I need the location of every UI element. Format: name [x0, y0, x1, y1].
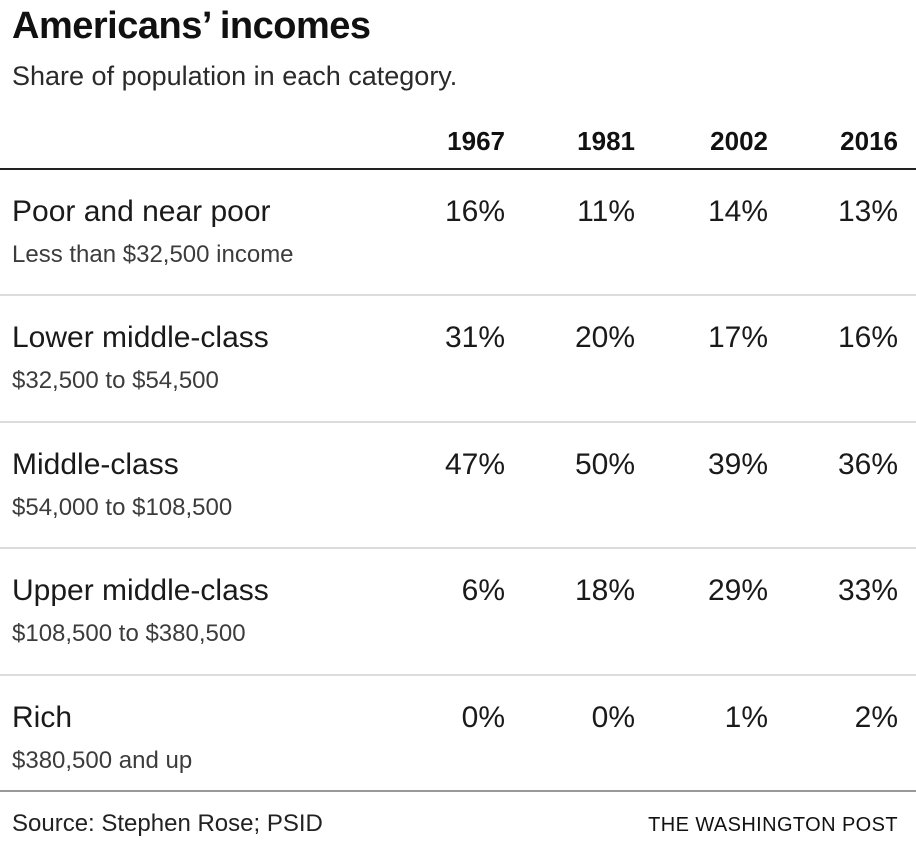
row-label: Lower middle-class [12, 321, 269, 355]
value-cell-1967: 6% [461, 574, 505, 608]
row-label-cell: Lower middle-class $32,500 to $54,500 [12, 321, 375, 394]
value-cell-1967: 31% [444, 321, 505, 355]
value-cell-1967: 0% [461, 700, 505, 734]
table-header-row: 1967 1981 2002 2016 [0, 91, 916, 171]
value-cell-2002: 1% [724, 700, 768, 734]
row-label-cell: Middle-class $54,000 to $108,500 [12, 448, 375, 521]
value-cell-1967: 47% [444, 447, 505, 481]
row-sublabel: $380,500 and up [12, 746, 193, 774]
value-cell-2016: 2% [854, 700, 898, 734]
row-sublabel: $108,500 to $380,500 [12, 620, 246, 648]
value-cell-2002: 14% [707, 195, 768, 229]
value-cell-1981: 20% [574, 321, 635, 355]
year-column-header-1981: 1981 [577, 126, 635, 157]
value-cell-2002: 17% [707, 321, 768, 355]
row-label: Upper middle-class [12, 574, 269, 608]
value-cell-1967: 16% [444, 195, 505, 229]
row-label: Middle-class [12, 447, 179, 481]
row-sublabel: $54,000 to $108,500 [12, 493, 233, 521]
value-cell-2016: 33% [837, 574, 898, 608]
source-text: Source: Stephen Rose; PSID [12, 810, 323, 838]
row-sublabel: Less than $32,500 income [12, 241, 294, 269]
value-cell-2016: 36% [837, 447, 898, 481]
row-label-cell: Upper middle-class $108,500 to $380,500 [12, 574, 375, 647]
year-column-header-2002: 2002 [710, 126, 768, 157]
page-title: Americans’ incomes [12, 5, 371, 47]
value-cell-2016: 16% [837, 321, 898, 355]
row-label: Rich [12, 700, 73, 734]
table-row-rich: Rich $380,500 and up 0% 0% 1% 2% [0, 676, 916, 793]
row-label-cell: Rich $380,500 and up [12, 701, 375, 774]
value-cell-2002: 29% [707, 574, 768, 608]
page-subtitle: Share of population in each category. [12, 60, 458, 91]
year-column-header-2016: 2016 [840, 126, 898, 157]
value-cell-1981: 50% [574, 447, 635, 481]
value-cell-1981: 18% [574, 574, 635, 608]
table-row-poor-and-near-poor: Poor and near poor Less than $32,500 inc… [0, 170, 916, 297]
table-row-middle-class: Middle-class $54,000 to $108,500 47% 50%… [0, 423, 916, 550]
footer: Source: Stephen Rose; PSID THE WASHINGTO… [0, 792, 916, 838]
value-cell-2016: 13% [837, 195, 898, 229]
row-label-cell: Poor and near poor Less than $32,500 inc… [12, 195, 375, 268]
value-cell-1981: 0% [591, 700, 635, 734]
value-cell-2002: 39% [707, 447, 768, 481]
table-row-upper-middle-class: Upper middle-class $108,500 to $380,500 … [0, 549, 916, 676]
value-cell-1981: 11% [577, 195, 635, 229]
row-sublabel: $32,500 to $54,500 [12, 367, 219, 395]
table-row-lower-middle-class: Lower middle-class $32,500 to $54,500 31… [0, 296, 916, 423]
credit-text: THE WASHINGTON POST [648, 814, 898, 837]
row-label: Poor and near poor [12, 195, 271, 229]
year-column-header-1967: 1967 [447, 126, 505, 157]
